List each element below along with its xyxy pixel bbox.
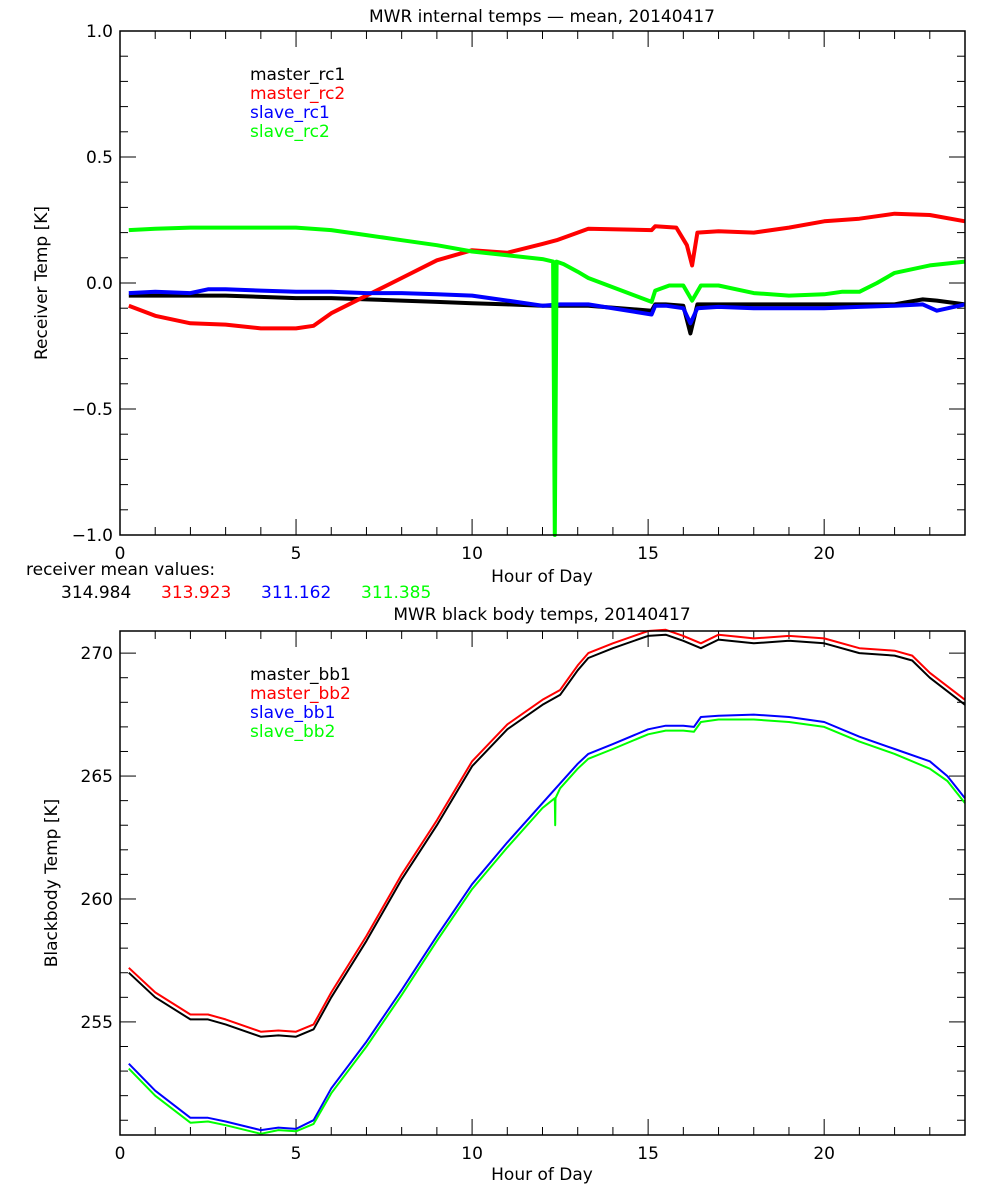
mean-value: 314.984 [61, 583, 131, 603]
y-tick-label: −0.5 [72, 400, 113, 420]
series-line-slave-bb2 [128, 718, 966, 1135]
x-axis-label: Hour of Day [491, 1165, 593, 1185]
legend-item: master_rc2 [250, 84, 345, 104]
mean-value: 311.162 [261, 583, 331, 603]
mean-value: 311.385 [361, 583, 431, 603]
chart-receiver-temps: MWR internal temps — mean, 20140417 Rece… [26, 7, 966, 603]
y-tick-label: 265 [81, 767, 113, 787]
legend-item: slave_rc1 [250, 103, 330, 123]
x-tick-label: 15 [637, 1144, 659, 1164]
legend-item: master_bb1 [250, 665, 351, 685]
x-tick-label: 15 [637, 544, 659, 564]
x-tick-label: 10 [461, 544, 483, 564]
x-axis-label: Hour of Day [491, 567, 593, 587]
x-tick-label: 0 [115, 1144, 126, 1164]
y-tick-label: −1.0 [72, 526, 113, 546]
series-line-slave-rc2 [128, 225, 966, 537]
axis-ticks: 0 5 10 15 20 255 260 265 270 [81, 631, 966, 1164]
y-axis-label: Blackbody Temp [K] [42, 799, 62, 968]
chart-title: MWR black body temps, 20140417 [393, 605, 690, 625]
plot-frame [119, 630, 966, 1136]
y-tick-label: 0.0 [86, 274, 113, 294]
series-group [128, 628, 966, 1135]
series-line-master-bb2 [128, 628, 966, 1033]
y-tick-label: 270 [81, 644, 113, 664]
legend-item: master_rc1 [250, 65, 345, 85]
chart-blackbody-temps: MWR black body temps, 20140417 Blackbody… [42, 605, 966, 1185]
y-axis-label: Receiver Temp [K] [32, 206, 52, 360]
x-tick-label: 20 [813, 1144, 835, 1164]
y-tick-label: 255 [81, 1013, 113, 1033]
legend-item: slave_bb1 [250, 703, 335, 723]
y-tick-label: 260 [81, 890, 113, 910]
legend-item: master_bb2 [250, 684, 351, 704]
legend-item: slave_bb2 [250, 722, 335, 742]
legend: master_bb1 master_bb2 slave_bb1 slave_bb… [250, 665, 351, 742]
y-tick-label: 1.0 [86, 22, 113, 42]
x-tick-label: 0 [115, 544, 126, 564]
series-line-slave-bb1 [128, 713, 966, 1132]
chart-title: MWR internal temps — mean, 20140417 [369, 7, 715, 27]
x-tick-label: 10 [461, 1144, 483, 1164]
series-group [128, 211, 966, 537]
y-tick-label: 0.5 [86, 148, 113, 168]
legend: master_rc1 master_rc2 slave_rc1 slave_rc… [250, 65, 345, 142]
axis-ticks: 0 5 10 15 20 −1.0 −0.5 0.0 0.5 1.0 [72, 22, 966, 564]
x-tick-label: 5 [291, 1144, 302, 1164]
legend-item: slave_rc2 [250, 122, 330, 142]
plot-frame [119, 30, 966, 536]
mean-values-annotation: receiver mean values: 314.984 313.923 31… [26, 560, 431, 603]
annotation-label: receiver mean values: [26, 560, 215, 580]
series-line-slave-rc1 [128, 287, 966, 326]
series-line-master-bb1 [128, 633, 966, 1038]
x-tick-label: 20 [813, 544, 835, 564]
x-tick-label: 5 [291, 544, 302, 564]
mean-value: 313.923 [161, 583, 231, 603]
series-line-master-rc2 [128, 211, 966, 331]
